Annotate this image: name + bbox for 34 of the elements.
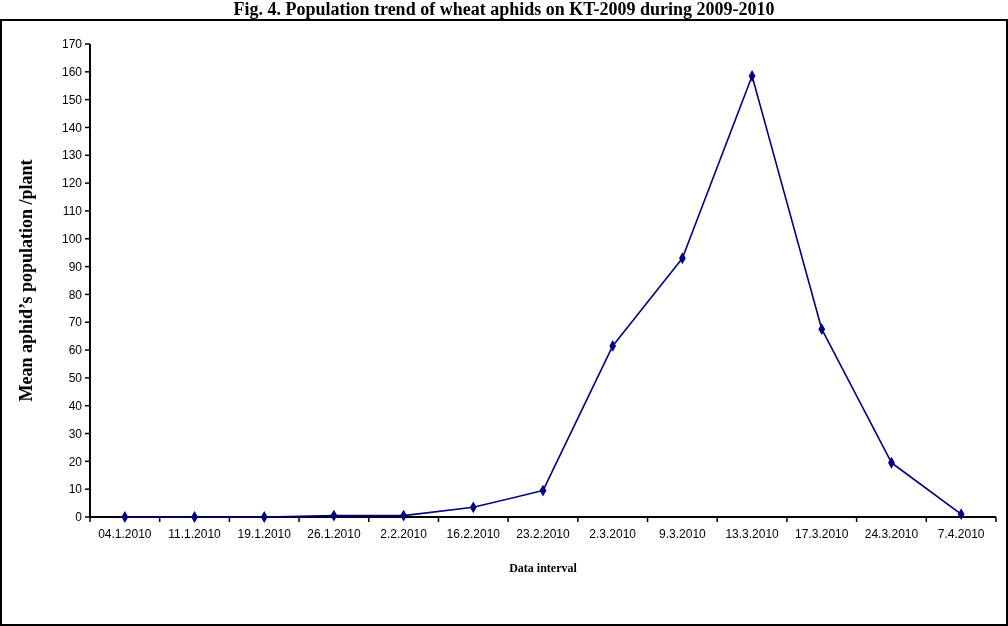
x-tick-label: 7.4.2010 bbox=[937, 527, 985, 541]
x-tick-label: 13.3.2010 bbox=[725, 527, 780, 541]
x-tick-label: 9.3.2010 bbox=[659, 527, 707, 541]
x-tick-label: 17.3.2010 bbox=[795, 527, 849, 541]
y-tick-label: 50 bbox=[68, 371, 83, 386]
x-tick-label: 11.1.2010 bbox=[168, 527, 222, 541]
y-tick-label: 70 bbox=[68, 315, 83, 330]
y-tick-label: 100 bbox=[61, 231, 83, 246]
y-tick-label: 40 bbox=[68, 398, 83, 413]
x-tick-label: 04.1.2010 bbox=[98, 527, 152, 541]
x-tick-label: 2.2.2010 bbox=[380, 527, 428, 541]
y-axis-title: Mean aphid’s population /plant bbox=[16, 159, 36, 402]
y-tick-label: 150 bbox=[61, 92, 83, 107]
x-tick-label: 16.2.2010 bbox=[446, 527, 501, 541]
y-tick-label: 90 bbox=[68, 259, 83, 274]
y-tick-label: 30 bbox=[68, 426, 83, 441]
y-tick-label: 80 bbox=[68, 287, 83, 302]
y-tick-label: 160 bbox=[61, 65, 83, 80]
y-tick-label: 140 bbox=[61, 120, 83, 135]
y-tick-label: 60 bbox=[68, 343, 83, 358]
y-tick-label: 110 bbox=[62, 204, 83, 219]
x-tick-label: 24.3.2010 bbox=[864, 527, 919, 541]
y-tick-label: 20 bbox=[68, 454, 83, 469]
x-axis-title: Data interval bbox=[509, 561, 578, 575]
y-tick-label: 130 bbox=[61, 148, 83, 163]
y-tick-label: 0 bbox=[75, 510, 83, 525]
y-tick-label: 120 bbox=[61, 176, 83, 191]
y-tick-label: 170 bbox=[61, 37, 83, 52]
x-tick-label: 19.1.2010 bbox=[237, 527, 292, 541]
x-tick-label: 23.2.2010 bbox=[516, 527, 571, 541]
x-tick-label: 2.3.2010 bbox=[589, 527, 637, 541]
y-tick-label: 10 bbox=[68, 482, 83, 497]
chart-title: Fig. 4. Population trend of wheat aphids on KT-2009 during 2009-2010 bbox=[233, 0, 775, 19]
x-tick-label: 26.1.2010 bbox=[307, 527, 361, 541]
